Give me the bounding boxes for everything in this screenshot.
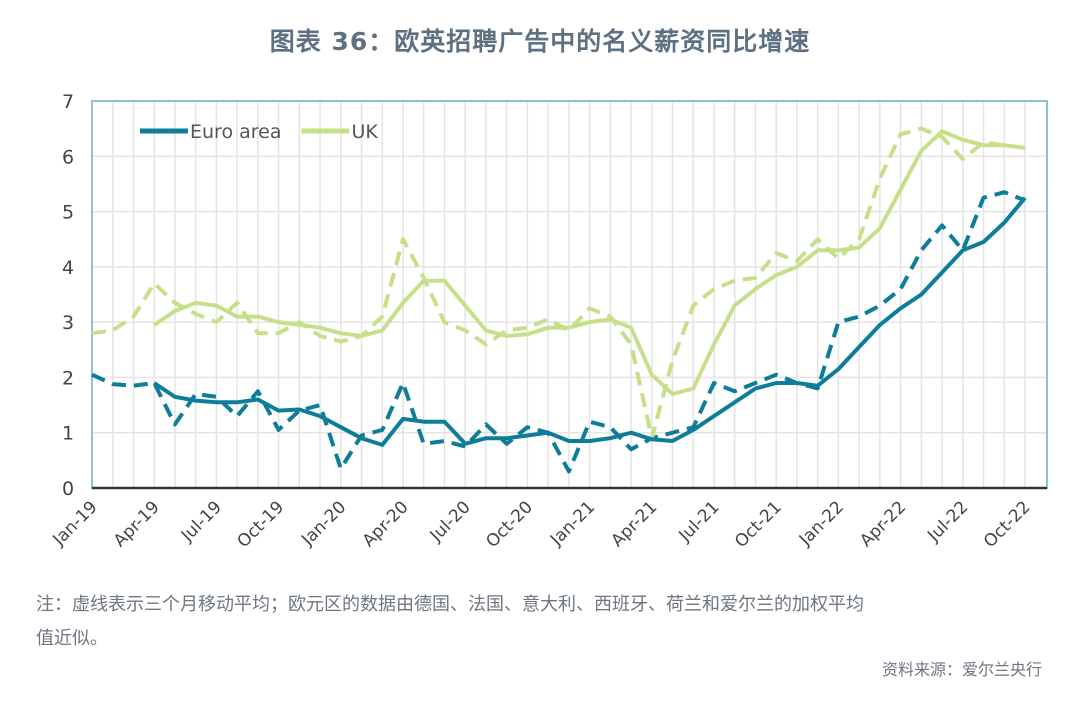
x-tick-label: Jan-22 — [795, 497, 848, 550]
x-tick-label: Oct-19 — [234, 497, 289, 552]
x-tick-label: Jul-20 — [426, 497, 475, 546]
x-tick-label: Jan-20 — [297, 497, 350, 550]
euro-area-3m-average-line — [91, 190, 1026, 474]
legend-label-uk: UK — [351, 121, 378, 143]
chart-note-line1: 注：虚线表示三个月移动平均；欧元区的数据由德国、法国、意大利、西班牙、荷兰和爱尔… — [36, 594, 864, 615]
uk-line — [153, 129, 1026, 396]
x-tick-label: Jul-19 — [177, 497, 226, 546]
legend: Euro area UK — [140, 121, 378, 143]
x-tick-label: Apr-20 — [359, 497, 413, 551]
y-tick-label: 1 — [62, 423, 74, 445]
y-tick-label: 7 — [62, 91, 74, 113]
x-tick-label: Apr-19 — [110, 497, 164, 551]
x-tick-label: Jan-19 — [49, 497, 102, 550]
y-tick-label: 0 — [62, 478, 74, 500]
chart-note-line2: 值近似。 — [36, 628, 108, 649]
chart-title: 图表 36：欧英招聘广告中的名义薪资同比增速 — [269, 27, 811, 56]
source-note: 资料来源：爱尔兰央行 — [881, 660, 1042, 679]
y-tick-label: 2 — [62, 367, 74, 389]
x-tick-label: Jul-22 — [923, 497, 972, 546]
legend-label-euro-area: Euro area — [190, 121, 281, 143]
x-tick-label: Oct-22 — [980, 497, 1035, 552]
x-tick-label: Apr-21 — [608, 497, 662, 551]
uk-3m-average-line — [91, 126, 1026, 441]
x-tick-label: Jan-21 — [546, 497, 599, 550]
x-tick-label: Jul-21 — [675, 497, 724, 546]
euro-area-line — [153, 196, 1027, 447]
y-tick-label: 6 — [62, 146, 74, 168]
y-tick-label: 3 — [62, 312, 74, 334]
y-tick-label: 5 — [62, 202, 74, 224]
x-tick-label: Oct-21 — [731, 497, 786, 552]
x-tick-label: Apr-22 — [856, 497, 910, 551]
x-tick-label: Oct-20 — [482, 497, 537, 552]
y-tick-label: 4 — [62, 257, 74, 279]
